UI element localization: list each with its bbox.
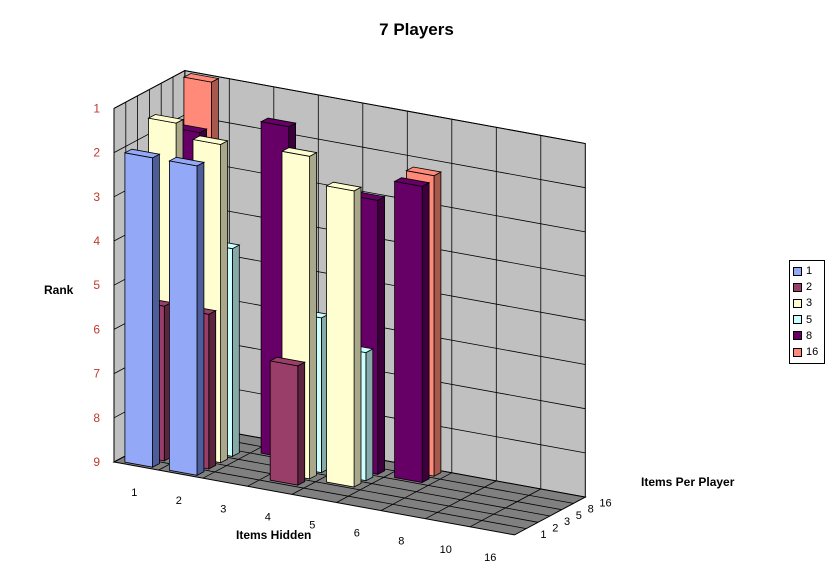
legend-label: 3 bbox=[806, 297, 813, 310]
bar bbox=[393, 177, 431, 484]
bar-side bbox=[297, 361, 306, 486]
bar-side bbox=[377, 196, 386, 476]
z-tick-label: 16 bbox=[599, 497, 611, 509]
y-tick-label: 6 bbox=[93, 322, 100, 336]
bar-side bbox=[309, 151, 317, 480]
bar-side bbox=[433, 171, 442, 477]
bar-side bbox=[231, 244, 240, 458]
y-tick-label: 1 bbox=[93, 101, 100, 115]
bar bbox=[269, 356, 306, 486]
bar-top bbox=[259, 117, 297, 128]
z-tick-label: 8 bbox=[588, 504, 594, 516]
bar-front bbox=[168, 160, 198, 476]
bar-side bbox=[220, 140, 228, 464]
y-tick-label: 9 bbox=[93, 455, 100, 469]
bar-front bbox=[269, 360, 299, 486]
bar-top bbox=[147, 114, 185, 124]
legend-swatch bbox=[793, 266, 802, 276]
legend-swatch bbox=[793, 298, 802, 308]
y-axis-label: Rank bbox=[44, 283, 74, 297]
bar-top bbox=[182, 73, 220, 83]
bar-front bbox=[124, 152, 153, 468]
bar bbox=[168, 156, 206, 476]
bar-side bbox=[152, 153, 160, 468]
legend-item: 5 bbox=[793, 312, 821, 328]
legend-label: 16 bbox=[806, 346, 819, 359]
y-tick-label: 2 bbox=[93, 146, 100, 160]
z-tick-label: 1 bbox=[540, 529, 546, 541]
bar-front bbox=[394, 180, 423, 483]
legend-label: 5 bbox=[806, 313, 813, 326]
bar-top bbox=[325, 181, 363, 192]
x-tick-label: 3 bbox=[220, 503, 226, 515]
bar-side bbox=[421, 182, 430, 484]
legend-item: 16 bbox=[793, 344, 821, 360]
bar-front bbox=[326, 185, 355, 488]
y-tick-label: 7 bbox=[93, 367, 100, 381]
legend-label: 2 bbox=[806, 281, 813, 294]
legend-item: 1 bbox=[793, 263, 821, 279]
bar-side bbox=[353, 186, 362, 488]
y-tick-label: 8 bbox=[93, 411, 100, 425]
bar-top bbox=[269, 356, 306, 367]
legend-swatch bbox=[793, 282, 802, 292]
x-tick-label: 4 bbox=[265, 511, 271, 523]
x-tick-label: 2 bbox=[176, 495, 182, 507]
z-tick-label: 2 bbox=[552, 522, 558, 534]
legend-swatch bbox=[793, 315, 802, 325]
x-tick-label: 5 bbox=[309, 519, 315, 531]
legend-item: 8 bbox=[793, 328, 821, 344]
bar-top bbox=[168, 156, 206, 167]
z-tick-label: 5 bbox=[576, 510, 582, 522]
y-tick-label: 5 bbox=[93, 278, 100, 292]
z-axis-label: Items Per Player bbox=[641, 475, 735, 489]
legend-swatch bbox=[793, 347, 802, 357]
legend-swatch bbox=[793, 331, 802, 341]
z-tick-label: 3 bbox=[564, 516, 570, 528]
y-tick-label: 3 bbox=[93, 190, 100, 204]
legend-label: 1 bbox=[806, 265, 813, 278]
x-tick-label: 10 bbox=[440, 544, 452, 556]
legend-label: 8 bbox=[806, 329, 813, 342]
legend-item: 2 bbox=[793, 279, 821, 295]
x-tick-label: 6 bbox=[354, 528, 360, 540]
bar-top bbox=[393, 177, 431, 187]
legend: 1 2 3 5 8 16 bbox=[789, 260, 825, 364]
x-tick-label: 16 bbox=[484, 552, 496, 564]
chart-title: 7 Players bbox=[379, 20, 454, 39]
bar-top bbox=[280, 147, 318, 157]
x-axis-label: Items Hidden bbox=[236, 528, 311, 542]
bar bbox=[123, 148, 161, 468]
x-tick-label: 1 bbox=[131, 487, 137, 499]
bar-side bbox=[196, 161, 205, 476]
bar-top bbox=[191, 135, 229, 145]
bar-top bbox=[405, 166, 443, 177]
y-tick-label: 4 bbox=[93, 234, 100, 248]
bar-top bbox=[123, 148, 161, 159]
x-tick-label: 8 bbox=[398, 536, 404, 548]
bars-group bbox=[123, 73, 443, 488]
bar bbox=[325, 181, 363, 488]
bar-side bbox=[208, 310, 217, 470]
legend-item: 3 bbox=[793, 295, 821, 311]
bar-side bbox=[365, 348, 374, 482]
